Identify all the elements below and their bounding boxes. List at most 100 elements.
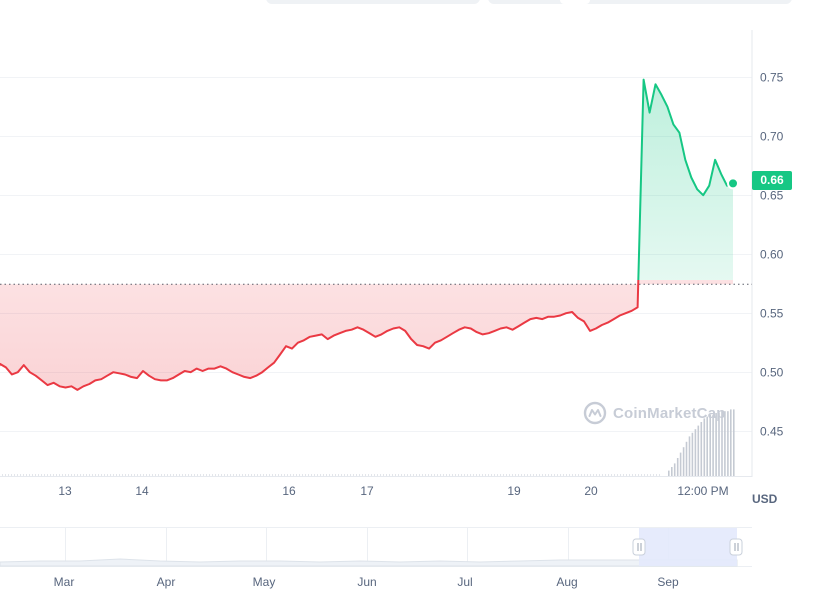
volume-bar — [691, 432, 694, 476]
volume-bar — [569, 474, 570, 476]
coinmarketcap-logo-icon — [583, 401, 607, 425]
volume-bar — [131, 474, 132, 476]
volume-bar — [197, 474, 198, 476]
y-tick-label: 0.75 — [760, 71, 784, 85]
volume-bar — [338, 474, 339, 476]
time-range-toggle[interactable] — [488, 0, 792, 4]
volume-bar — [596, 474, 597, 476]
volume-bar — [29, 474, 30, 476]
volume-bar — [506, 474, 507, 476]
volume-bar — [281, 474, 282, 476]
volume-bar — [143, 474, 144, 476]
volume-bar — [650, 474, 651, 476]
volume-bar — [527, 474, 528, 476]
volume-bar — [218, 474, 219, 476]
volume-bar — [587, 474, 588, 476]
volume-bar — [521, 474, 522, 476]
volume-bar — [404, 474, 405, 476]
volume-bar — [721, 411, 723, 476]
navigator-right-handle[interactable] — [729, 538, 743, 556]
volume-bar — [17, 474, 18, 476]
volume-bar — [122, 474, 123, 476]
volume-bar — [200, 474, 201, 476]
navigator-selected-range[interactable] — [639, 528, 737, 566]
volume-bar — [317, 474, 318, 476]
volume-bar — [629, 474, 630, 476]
navigator-month-labels: Mar Apr May Jun Jul Aug Sep — [54, 575, 679, 589]
volume-bar — [653, 474, 654, 476]
volume-bar — [170, 474, 171, 476]
volume-bar — [392, 474, 393, 476]
volume-bar — [329, 474, 330, 476]
volume-bar — [101, 474, 102, 476]
volume-bar — [425, 474, 426, 476]
current-price-dot — [727, 177, 739, 190]
volume-bar — [500, 474, 501, 476]
volume-bar — [590, 474, 591, 476]
volume-bar — [602, 474, 603, 476]
volume-bar — [431, 474, 432, 476]
volume-bar — [659, 474, 660, 476]
volume-bar — [89, 474, 90, 476]
volume-bar — [584, 474, 585, 476]
volume-bar — [254, 474, 255, 476]
volume-bar — [107, 474, 108, 476]
y-tick-label: 0.55 — [760, 307, 784, 321]
volume-bar — [386, 474, 387, 476]
currency-label: USD — [752, 492, 778, 506]
volume-bar — [134, 474, 135, 476]
volume-bar — [470, 474, 471, 476]
volume-bar — [266, 474, 267, 476]
volume-bar — [263, 474, 264, 476]
navigator-month-label: Jul — [457, 575, 472, 589]
volume-bar — [706, 416, 708, 476]
volume-bar — [92, 474, 93, 476]
volume-bar — [74, 474, 75, 476]
volume-bar — [68, 474, 69, 476]
volume-bar — [194, 474, 195, 476]
watermark: CoinMarketCap — [583, 401, 726, 425]
volume-bar — [230, 474, 231, 476]
volume-bar — [599, 474, 600, 476]
volume-bar — [578, 474, 579, 476]
volume-bar — [161, 474, 162, 476]
volume-bar — [335, 474, 336, 476]
volume-bar — [380, 474, 381, 476]
volume-bar — [676, 458, 679, 476]
volume-bar — [314, 474, 315, 476]
volume-bar — [278, 474, 279, 476]
volume-bar — [458, 474, 459, 476]
volume-bar — [290, 474, 291, 476]
volume-bar — [494, 474, 495, 476]
time-range-active-segment[interactable] — [560, 0, 590, 4]
chart-type-toggle[interactable] — [266, 0, 480, 4]
volume-bar — [224, 474, 225, 476]
volume-bar — [560, 474, 561, 476]
volume-bar — [688, 436, 691, 476]
volume-bar — [50, 474, 51, 476]
y-axis-labels: 0.75 0.70 0.65 0.60 0.55 0.50 0.45 — [760, 71, 784, 439]
navigator-left-handle[interactable] — [632, 538, 646, 556]
navigator-month-label: Mar — [54, 575, 75, 589]
volume-bar — [323, 474, 324, 476]
volume-bar — [59, 474, 60, 476]
volume-bar — [269, 474, 270, 476]
volume-bar — [503, 474, 504, 476]
volume-bar — [62, 474, 63, 476]
volume-bar — [461, 474, 462, 476]
volume-bar — [524, 474, 525, 476]
navigator-month-label: Jun — [357, 575, 376, 589]
volume-bar — [23, 474, 24, 476]
x-tick-label: 19 — [507, 484, 521, 498]
volume-bar — [239, 474, 240, 476]
volume-bar — [479, 474, 480, 476]
volume-bar — [398, 474, 399, 476]
x-tick-label: 20 — [584, 484, 598, 498]
navigator[interactable]: Mar Apr May Jun Jul Aug Sep — [0, 527, 752, 590]
volume-bar — [152, 474, 153, 476]
volume-bar — [389, 474, 390, 476]
volume-bar — [38, 474, 39, 476]
volume-bar — [545, 474, 546, 476]
navigator-month-label: Aug — [556, 575, 577, 589]
